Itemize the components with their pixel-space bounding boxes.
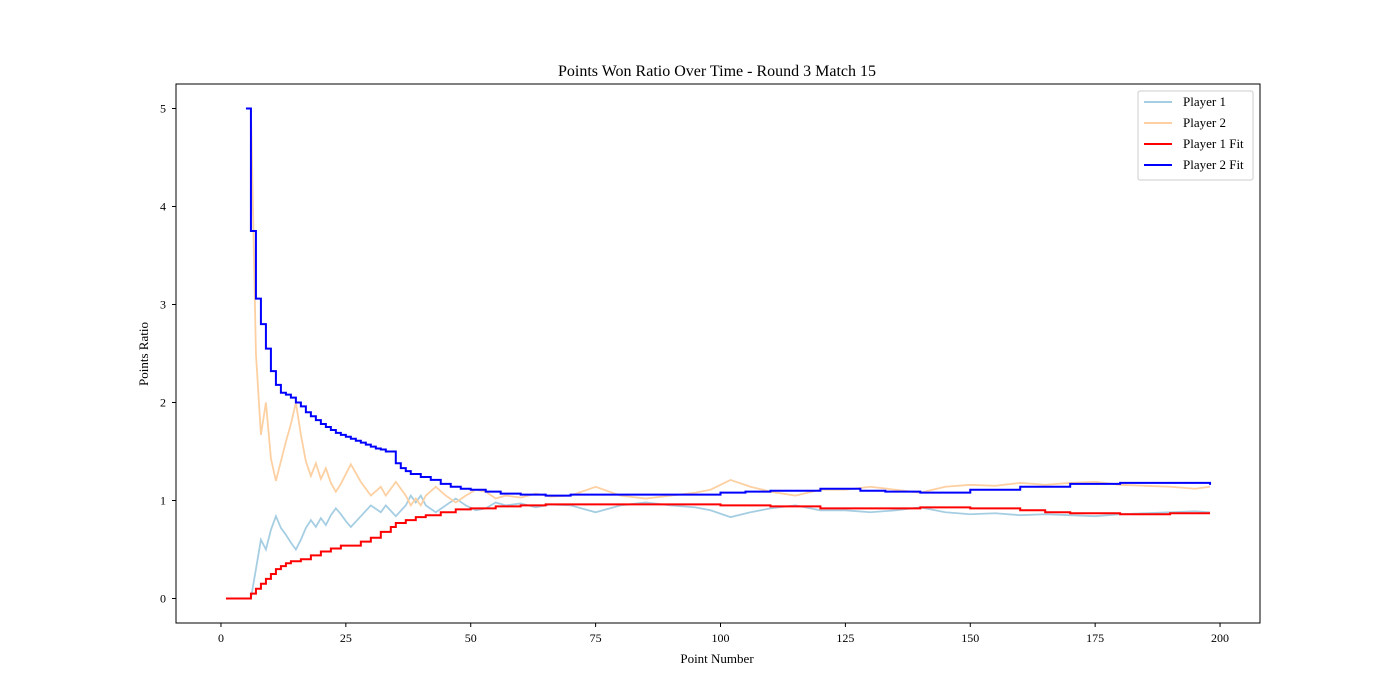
x-axis-label: Point Number <box>680 651 754 666</box>
x-tick-label: 175 <box>1086 631 1104 645</box>
x-tick-label: 50 <box>465 631 477 645</box>
y-tick-label: 5 <box>160 102 166 116</box>
legend-box <box>1137 90 1254 181</box>
series-line-2 <box>250 108 1211 508</box>
chart-title: Points Won Ratio Over Time - Round 3 Mat… <box>558 63 876 80</box>
series-line-3 <box>225 503 1211 600</box>
y-tick-label: 0 <box>160 592 166 606</box>
plot-series <box>225 107 1212 600</box>
x-tick-label: 200 <box>1211 631 1229 645</box>
y-tick-label: 3 <box>160 298 166 312</box>
legend-label: Player 1 Fit <box>1183 136 1244 151</box>
y-tick-label: 2 <box>160 396 166 410</box>
series-line-1 <box>250 493 1211 599</box>
y-tick-label: 4 <box>160 200 166 214</box>
x-axis: 0 25 50 75 100 125 150 175 200 <box>218 623 1229 645</box>
x-tick-label: 125 <box>836 631 854 645</box>
y-axis-label: Points Ratio <box>136 322 151 386</box>
legend-label: Player 2 Fit <box>1183 157 1244 172</box>
x-tick-label: 75 <box>590 631 602 645</box>
plot-frame <box>175 83 1261 624</box>
series-line-4 <box>245 107 1212 497</box>
y-axis: 0 1 2 3 4 5 <box>160 102 176 606</box>
legend-label: Player 2 <box>1183 115 1226 130</box>
x-tick-label: 100 <box>711 631 729 645</box>
legend: Player 1 Player 2 Player 1 Fit Player 2 Fit <box>1137 90 1254 181</box>
x-tick-label: 25 <box>340 631 352 645</box>
x-tick-label: 150 <box>961 631 979 645</box>
x-tick-label: 0 <box>218 631 224 645</box>
legend-label: Player 1 <box>1183 94 1226 109</box>
y-tick-label: 1 <box>160 494 166 508</box>
